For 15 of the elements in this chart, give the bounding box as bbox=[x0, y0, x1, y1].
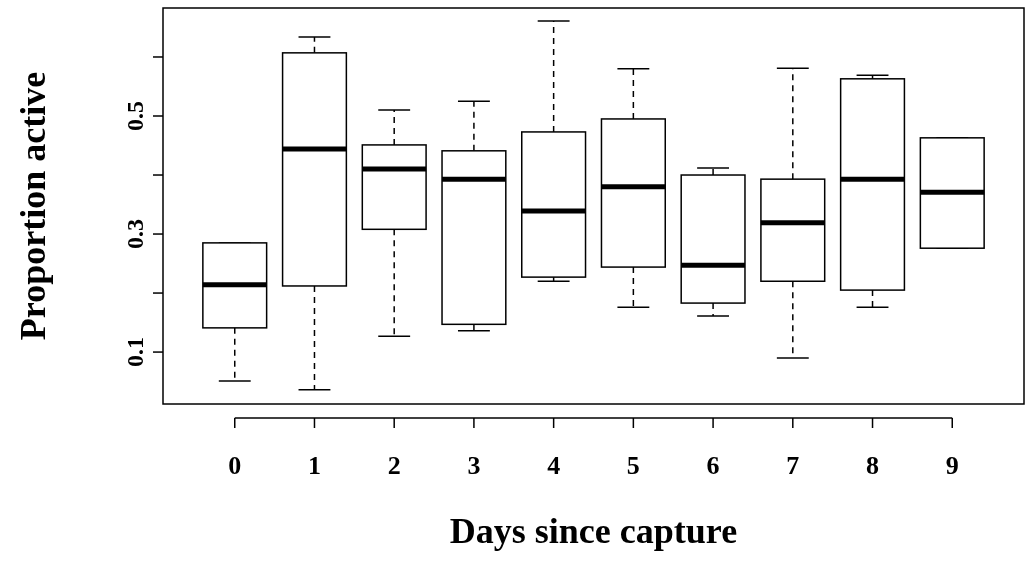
x-tick-label: 0 bbox=[228, 451, 242, 480]
x-axis-title: Days since capture bbox=[449, 511, 738, 551]
x-tick-label: 1 bbox=[307, 451, 321, 480]
y-tick-label: 0.1 bbox=[122, 337, 148, 368]
y-axis-title: Proportion active bbox=[13, 71, 53, 341]
x-tick-label: 7 bbox=[786, 451, 800, 480]
x-tick-label: 8 bbox=[866, 451, 880, 480]
x-tick-label: 3 bbox=[467, 451, 481, 480]
x-tick-label: 4 bbox=[547, 451, 561, 480]
x-tick-label: 9 bbox=[945, 451, 959, 480]
y-tick-label: 0.3 bbox=[122, 219, 148, 250]
x-tick-label: 2 bbox=[387, 451, 401, 480]
x-tick-label: 6 bbox=[706, 451, 720, 480]
x-tick-label: 5 bbox=[626, 451, 640, 480]
y-tick-label: 0.5 bbox=[122, 101, 148, 131]
